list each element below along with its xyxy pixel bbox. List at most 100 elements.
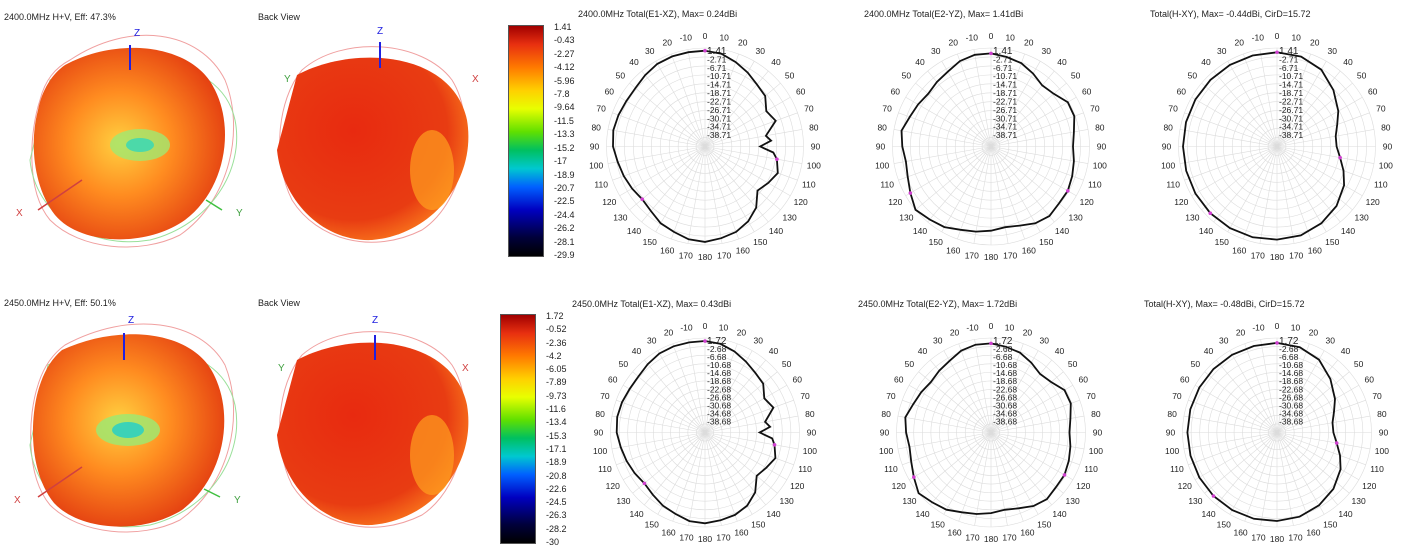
angle-tick-label: 130 xyxy=(783,213,797,223)
angle-tick-label: 160 xyxy=(661,528,675,538)
angle-tick-label: 140 xyxy=(1201,509,1215,519)
angle-tick-label: 160 xyxy=(1233,528,1247,538)
radial-tick-label: 1.41 xyxy=(707,46,727,57)
angle-tick-label: 50 xyxy=(785,70,795,80)
angle-tick-label: 150 xyxy=(643,237,657,247)
angle-tick-label: 110 xyxy=(880,179,894,189)
pattern-trace xyxy=(1182,51,1346,241)
front-3d-pattern: Z X Y xyxy=(16,28,243,248)
grid-spoke xyxy=(1260,339,1278,433)
angle-tick-label: 170 xyxy=(716,532,730,542)
x-axis-label: X xyxy=(16,208,23,219)
grid-spoke xyxy=(704,146,803,164)
angle-tick-label: 80 xyxy=(1095,122,1105,132)
grid-spoke xyxy=(623,432,706,481)
back-view-title: Back View xyxy=(258,298,300,308)
angle-tick-label: 100 xyxy=(1089,446,1103,456)
colorbar-tick-label: -17.1 xyxy=(546,443,567,454)
polar-title: 2400.0MHz Total(E2-YZ), Max= 1.41dBi xyxy=(864,9,1024,19)
angle-tick-label: 90 xyxy=(1097,142,1107,152)
grid-spoke xyxy=(990,343,1024,433)
angle-tick-label: 130 xyxy=(1351,496,1365,506)
radial-tick-label: -34.71 xyxy=(707,122,731,132)
grid-spoke xyxy=(616,432,706,466)
angle-tick-label: 60 xyxy=(1177,86,1187,96)
angle-tick-label: 120 xyxy=(1362,481,1376,491)
colorbar: 1.72 -0.52 -2.36 -4.2 -6.05 -7.89 -9.73 -11.6 -1… xyxy=(500,312,567,547)
angle-tick-label: 60 xyxy=(1364,374,1374,384)
angle-tick-label: 170 xyxy=(1289,250,1303,260)
grid-spoke xyxy=(990,146,1055,223)
radial-tick-label: -18.68 xyxy=(707,376,731,386)
grid-spoke xyxy=(704,112,798,147)
angle-tick-label: 40 xyxy=(629,57,639,67)
grid-spoke xyxy=(704,432,787,481)
colorbar: 1.41 -0.43 -2.27 -4.12 -5.96 -7.8 -9.64 -11.5 -1… xyxy=(508,23,575,260)
angle-tick-label: 80 xyxy=(805,409,815,419)
grid-spoke xyxy=(990,146,1084,181)
angle-tick-label: 50 xyxy=(782,359,792,369)
pattern-marker xyxy=(1062,473,1067,477)
grid-spoke xyxy=(930,359,992,433)
angle-tick-label: 110 xyxy=(1370,464,1384,474)
colorbar-tick-label: -20.8 xyxy=(546,470,567,481)
angle-tick-label: 30 xyxy=(1217,46,1227,56)
colorbar-tick-label: 1.72 xyxy=(546,311,564,321)
radial-tick-label: -10.71 xyxy=(707,71,731,81)
grid-spoke xyxy=(623,384,706,433)
grid-spoke xyxy=(1276,399,1366,433)
angle-tick-label: 70 xyxy=(1372,391,1382,401)
radial-tick-label: -22.71 xyxy=(993,96,1017,106)
angle-tick-label: 70 xyxy=(804,104,814,114)
colorbar-tick-label: -0.43 xyxy=(554,35,575,46)
polar-title: 2450.0MHz Total(E1-XZ), Max= 0.43dBi xyxy=(572,299,732,309)
grid-spoke xyxy=(1276,350,1325,433)
back-x-axis-label: X xyxy=(462,363,469,374)
angle-tick-label: 40 xyxy=(1201,57,1211,67)
radial-tick-label: -34.71 xyxy=(1279,122,1303,132)
radial-tick-label: -26.71 xyxy=(993,105,1017,115)
angle-tick-label: 140 xyxy=(766,509,780,519)
colorbar-tick-label: -7.89 xyxy=(546,377,567,388)
angle-tick-label: 170 xyxy=(679,532,693,542)
angle-tick-label: 150 xyxy=(751,520,765,530)
angle-tick-label: 0 xyxy=(989,321,994,331)
angle-tick-label: 20 xyxy=(950,327,960,337)
angle-tick-label: 180 xyxy=(1270,534,1284,544)
radial-tick-label: -10.71 xyxy=(993,71,1017,81)
radial-tick-label: -2.68 xyxy=(707,344,727,354)
grid-spoke xyxy=(930,432,992,506)
angle-tick-label: 20 xyxy=(1023,327,1033,337)
angle-tick-label: 150 xyxy=(1325,237,1339,247)
angle-tick-label: 160 xyxy=(660,245,674,255)
radial-tick-label: -18.68 xyxy=(993,376,1017,386)
angle-tick-label: 20 xyxy=(1310,38,1320,48)
angle-tick-label: 20 xyxy=(1236,327,1246,337)
angle-tick-label: 80 xyxy=(881,409,891,419)
colorbar-tick-label: -18.9 xyxy=(554,169,575,180)
pattern-marker xyxy=(1334,441,1339,445)
angle-tick-label: 50 xyxy=(1188,70,1198,80)
colorbar-tick-label: -9.73 xyxy=(546,390,567,401)
radial-tick-label: -34.68 xyxy=(707,408,731,418)
grid-spoke xyxy=(958,343,992,433)
angle-tick-label: 90 xyxy=(590,142,600,152)
angle-tick-label: 40 xyxy=(1055,346,1065,356)
angle-tick-label: 80 xyxy=(1377,409,1387,419)
angle-tick-label: 40 xyxy=(915,57,925,67)
pattern-marker xyxy=(703,48,707,53)
grid-spoke xyxy=(1216,359,1278,433)
grid-spoke xyxy=(897,415,992,433)
grid-spoke xyxy=(957,146,992,240)
x-axis-line xyxy=(37,466,83,498)
angle-tick-label: 100 xyxy=(879,446,893,456)
radial-tick-label: -30.68 xyxy=(1279,400,1303,410)
colorbar-tick-label: -28.2 xyxy=(546,523,567,534)
angle-tick-label: 100 xyxy=(875,161,889,171)
colorbar-tick-label: -6.05 xyxy=(546,364,567,375)
grid-spoke xyxy=(958,432,992,522)
grid-spoke xyxy=(1276,359,1338,433)
grid-spoke xyxy=(1229,432,1278,515)
grid-spoke xyxy=(974,432,992,526)
colorbar-tick-label: -4.12 xyxy=(554,62,575,73)
